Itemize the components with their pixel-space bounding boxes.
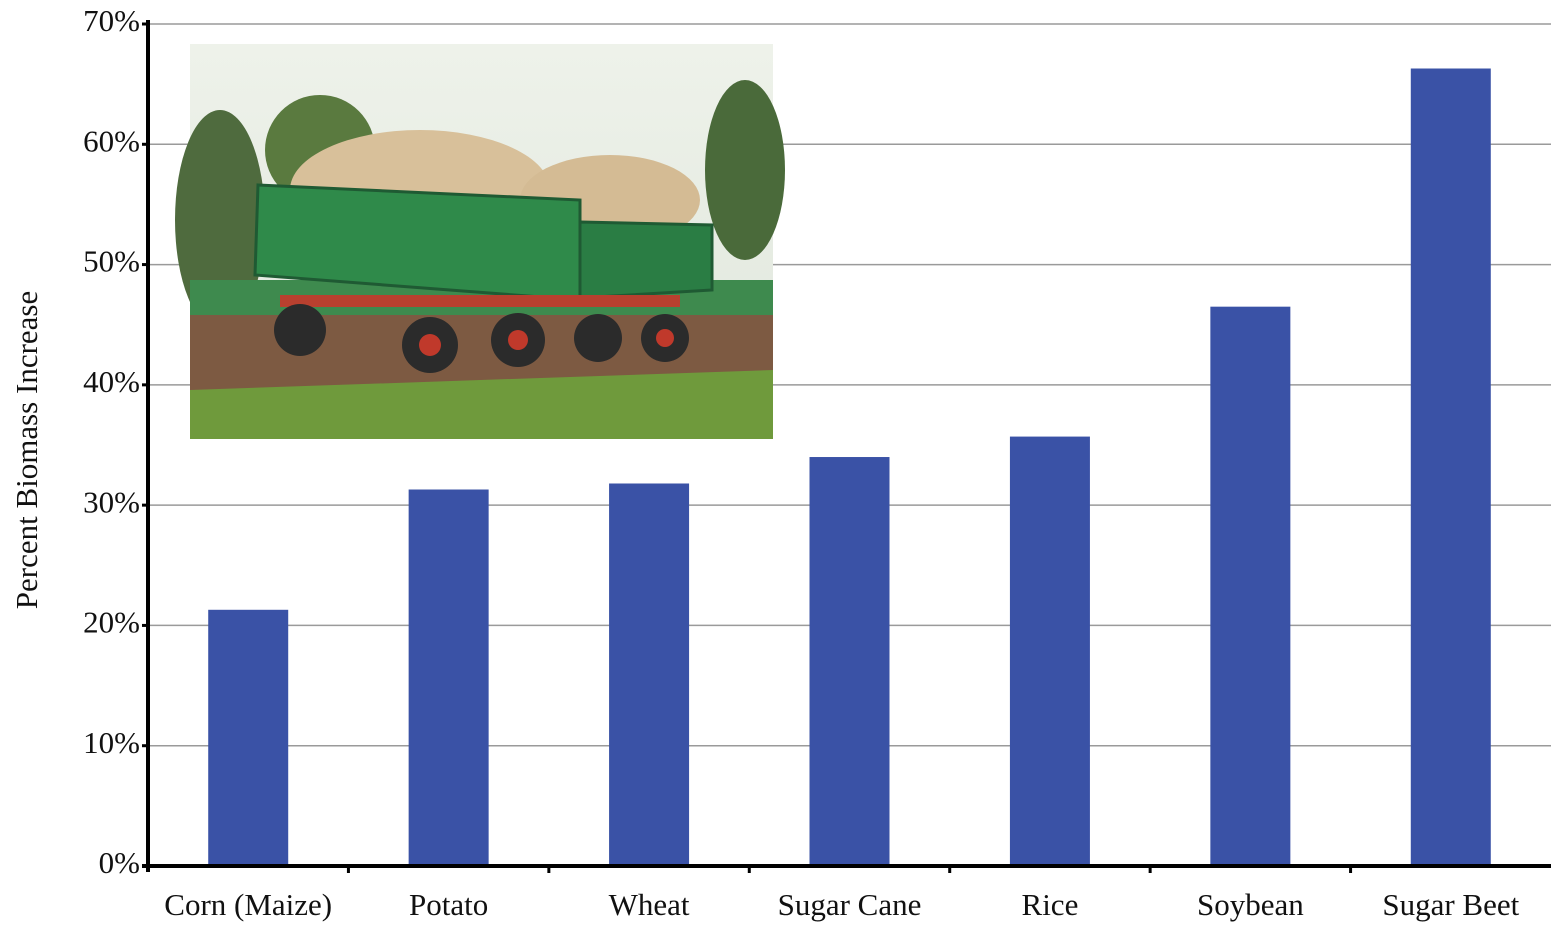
x-tick-label: Rice <box>1022 887 1079 922</box>
photo-wheel <box>274 304 326 356</box>
bar <box>1210 306 1291 867</box>
y-axis-label: Percent Biomass Increase <box>9 291 44 610</box>
x-tick-label: Soybean <box>1197 887 1304 922</box>
inset-photo <box>175 44 785 439</box>
y-tick-label: 50% <box>83 244 140 279</box>
photo-hub <box>656 329 674 347</box>
photo-tree <box>705 80 785 260</box>
photo-trailer <box>578 220 714 300</box>
x-tick-label: Sugar Beet <box>1382 887 1519 922</box>
y-tick-label: 0% <box>99 845 140 880</box>
x-tick-label: Potato <box>409 887 488 922</box>
photo-hub <box>419 334 441 356</box>
x-tick-label: Wheat <box>609 887 690 922</box>
photo-tree <box>175 110 265 330</box>
bar <box>408 489 489 866</box>
x-tick-label: Sugar Cane <box>778 887 922 922</box>
photo-chassis <box>280 295 680 307</box>
y-tick-label: 10% <box>83 725 140 760</box>
bar <box>208 609 289 866</box>
bar <box>1410 68 1491 866</box>
bar-layer: Corn (Maize) Potato Wheat Sugar Cane Rice Soy… <box>142 20 1551 922</box>
y-tick-label: 60% <box>83 123 140 158</box>
x-tick-label: Corn (Maize) <box>164 887 332 922</box>
bar <box>609 483 690 866</box>
bar <box>809 457 890 866</box>
y-tick-label: 70% <box>83 3 140 38</box>
photo-grass <box>190 370 773 439</box>
bar <box>1009 436 1090 866</box>
y-tick-label: 20% <box>83 605 140 640</box>
photo-hub <box>508 330 528 350</box>
photo-wheel <box>574 314 622 362</box>
y-tick-label: 40% <box>83 364 140 399</box>
y-tick-label: 30% <box>83 484 140 519</box>
